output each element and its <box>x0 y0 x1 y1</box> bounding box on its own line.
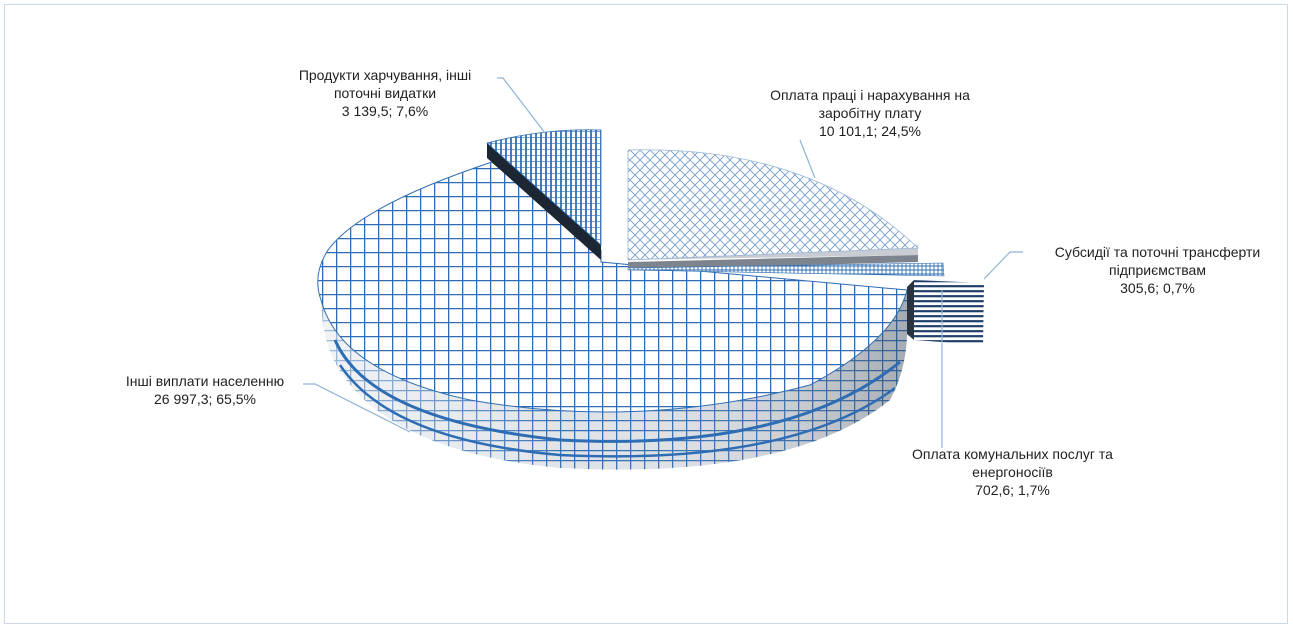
leader-inshi <box>303 383 411 433</box>
leader-oplata-prazi <box>799 139 816 179</box>
pie-chart <box>303 77 1023 470</box>
leader-subsydii <box>983 251 1023 280</box>
label-oplata-prazi: Оплата праці і нарахування на заробітну … <box>770 87 970 139</box>
leader-lines <box>303 77 1023 448</box>
slice-oplata-prazi <box>627 149 919 270</box>
slice-komunalni <box>907 280 984 345</box>
label-subsydii: Субсидії та поточні трансферти підприємс… <box>1054 244 1261 296</box>
slice-subsydii <box>627 262 945 277</box>
label-produkty: Продукти харчування, інші поточні видатк… <box>298 67 472 119</box>
slice-inshi-vyplaty <box>317 161 908 470</box>
label-komunalni: Оплата комунальних послуг та енергоносії… <box>912 446 1113 498</box>
slice-produkty <box>486 129 602 260</box>
leader-produkty <box>497 77 546 134</box>
label-inshi: Інші виплати населенню 26 997,3; 65,5% <box>125 373 285 407</box>
